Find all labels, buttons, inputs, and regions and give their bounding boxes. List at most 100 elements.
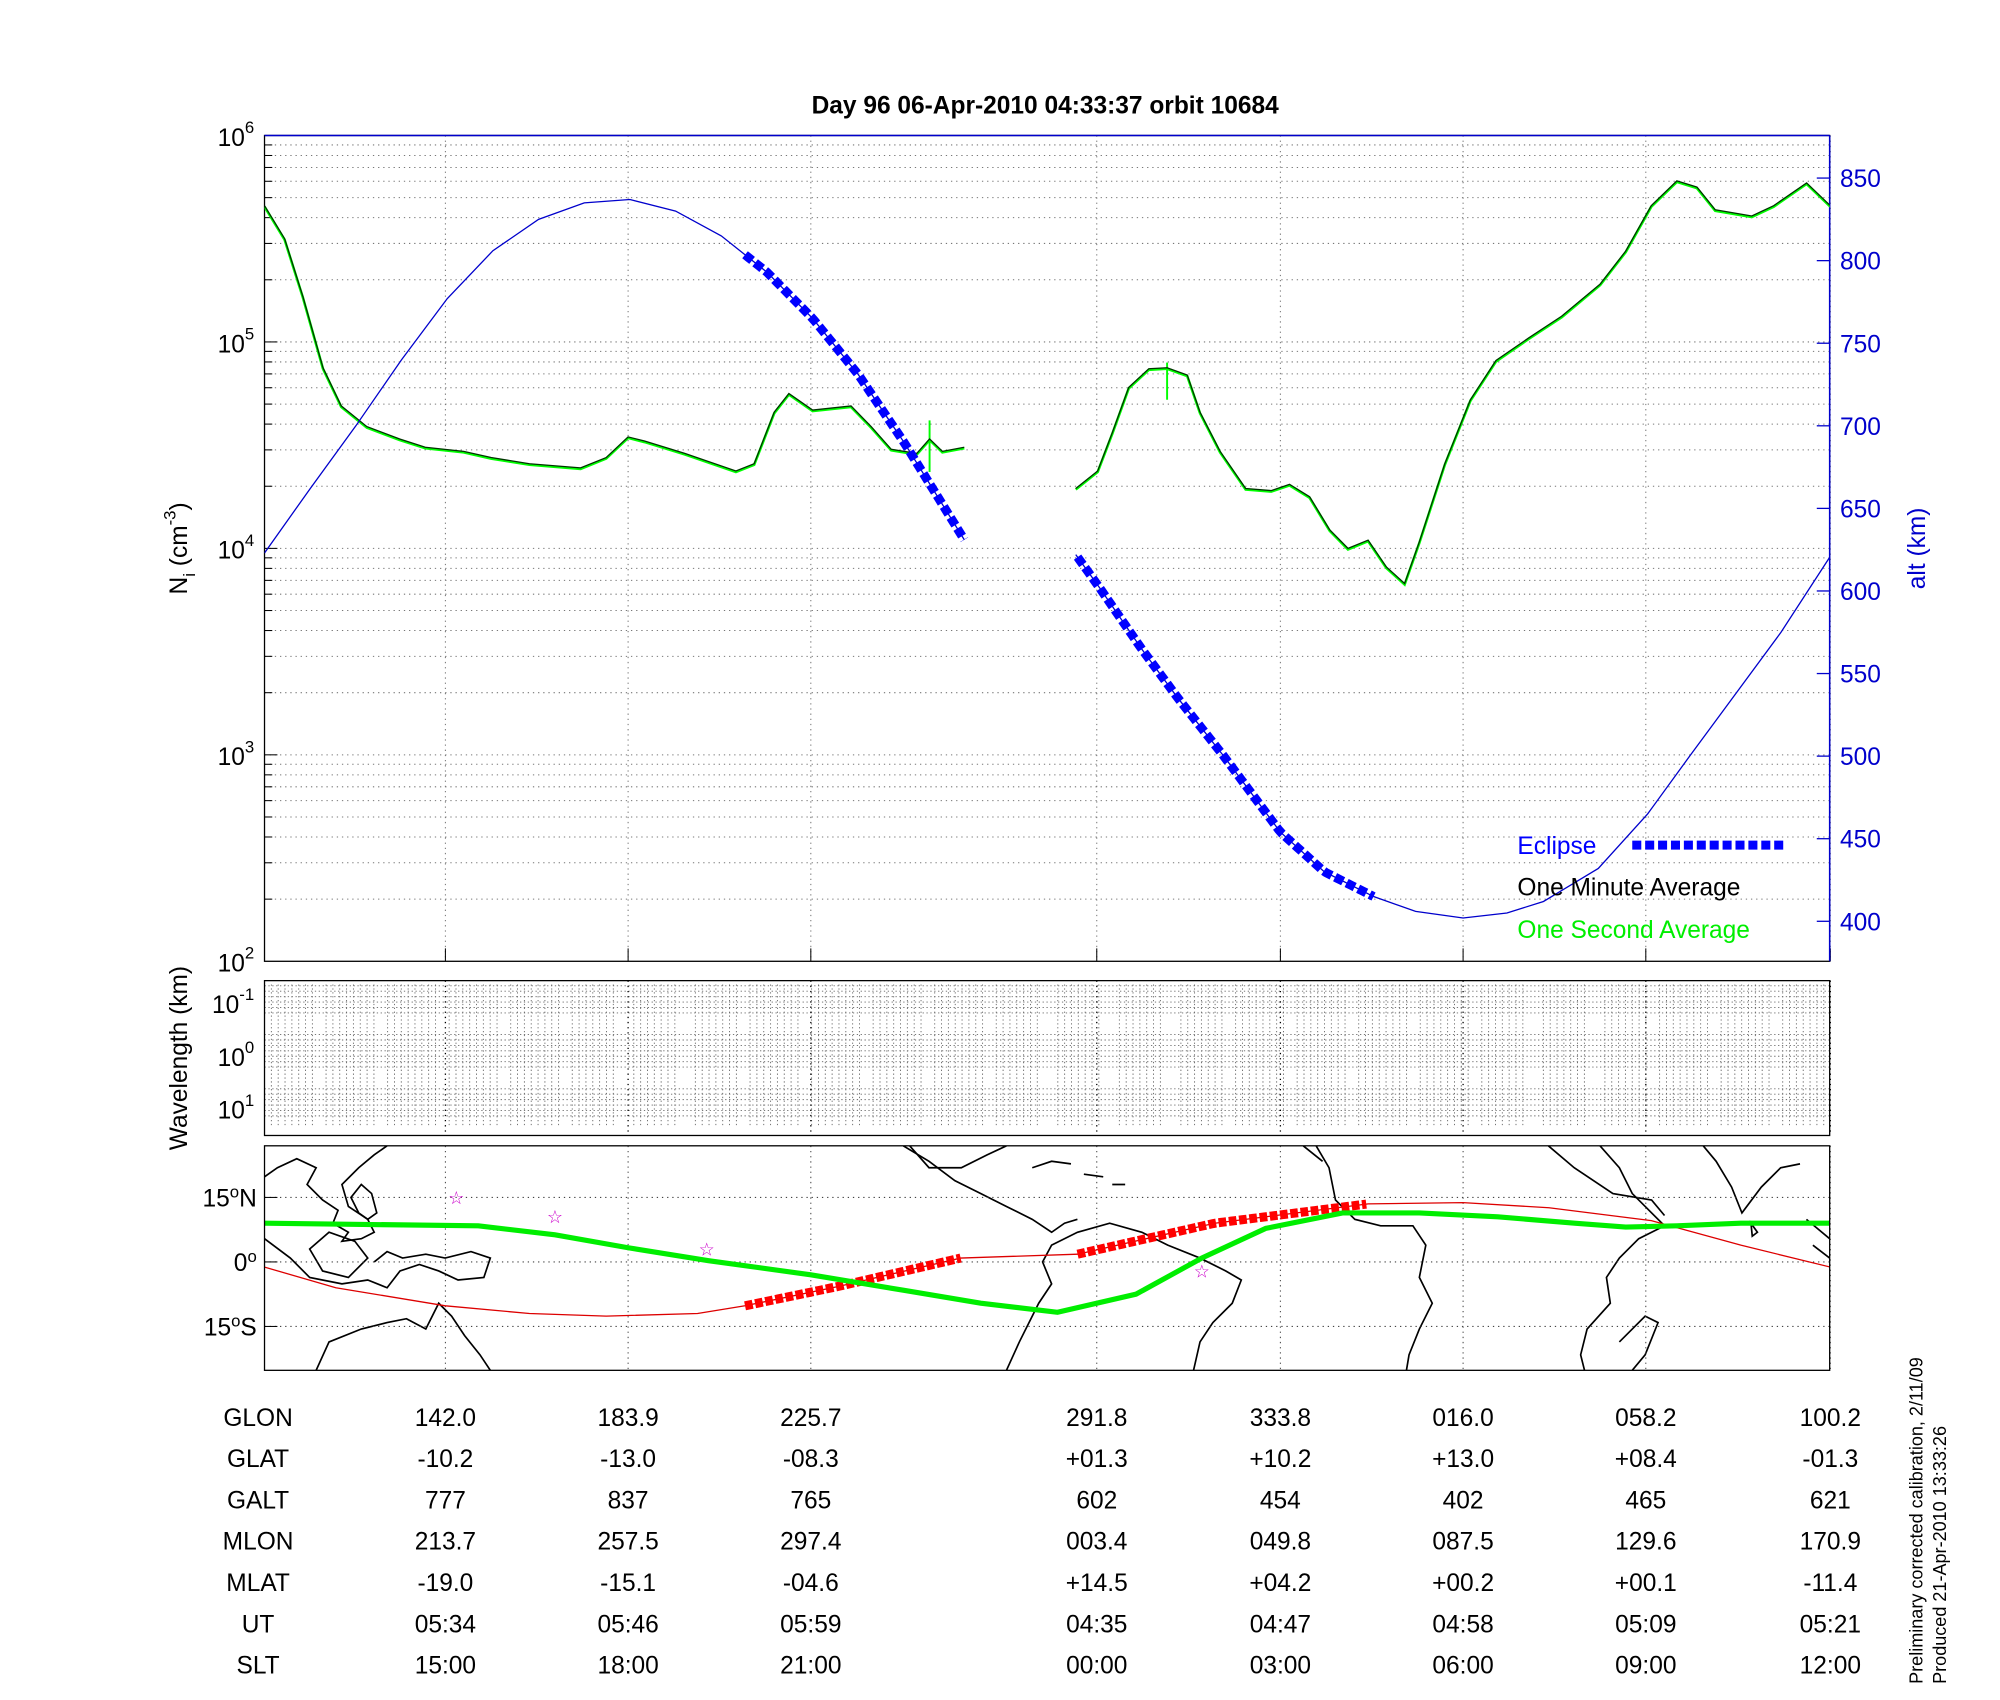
row-label-mlon: MLON [223, 1529, 294, 1556]
table-cell: 049.8 [1250, 1529, 1311, 1556]
table-cell: +00.2 [1432, 1570, 1494, 1597]
wavelength-axis-label: Wavelength (km) [166, 966, 193, 1150]
tick-exponent: -1 [239, 985, 254, 1004]
table-cell: 003.4 [1066, 1529, 1127, 1556]
row-label-glon: GLON [223, 1405, 292, 1432]
lat-tick-label: 15oS [204, 1311, 257, 1341]
altitude-line [264, 198, 965, 554]
table-cell: 454 [1260, 1487, 1301, 1514]
star-marker: ☆ [1194, 1261, 1210, 1281]
table-cell: 213.7 [415, 1529, 476, 1556]
ylabel-unit: (cm [166, 525, 193, 573]
y2-tick-label: 600 [1840, 579, 1881, 606]
magnetic-equator-line [264, 1210, 1830, 1315]
lat-tick-label: 15oN [202, 1182, 256, 1212]
ylabel-close: ) [166, 502, 193, 510]
table-cell: 100.2 [1800, 1405, 1861, 1432]
coastline-australia [315, 1301, 492, 1371]
table-cell: 297.4 [780, 1529, 841, 1556]
row-label-ut: UT [242, 1611, 275, 1638]
coastline-indonesia [264, 1238, 492, 1289]
produced-date: Produced 21-Apr-2010 13:33:26 [1930, 1426, 1950, 1684]
lat-tick-label: 0o [234, 1247, 257, 1277]
table-cell: +08.4 [1615, 1446, 1677, 1473]
coastline-east-africa [1579, 1145, 1666, 1371]
wavelength-tick-label: 100 [218, 1038, 255, 1072]
ylabel-main: N [166, 577, 193, 595]
eclipse-segment [742, 251, 969, 543]
y2-tick-label: 750 [1840, 331, 1881, 358]
map-tracks: ☆ ☆ ☆ ☆ [264, 1188, 1830, 1317]
ylabel-exp: -3 [160, 510, 179, 525]
table-cell: 05:34 [415, 1611, 476, 1638]
y2-tick-label: 450 [1840, 827, 1881, 854]
y2-tick-label: 650 [1840, 496, 1881, 523]
table-cell: 333.8 [1250, 1405, 1311, 1432]
coastlines [264, 1145, 1830, 1371]
tick-exponent: 1 [245, 1091, 254, 1110]
table-cell: 777 [425, 1487, 466, 1514]
table-cell: 142.0 [415, 1405, 476, 1432]
table-cell: 04:35 [1066, 1611, 1127, 1638]
footer: Preliminary corrected calibration, 2/11/… [1907, 1357, 1950, 1684]
table-cell: 12:00 [1800, 1653, 1861, 1680]
table-cell: 291.8 [1066, 1405, 1127, 1432]
y-tick-exponent: 4 [245, 531, 254, 550]
one-minute-average-line [264, 205, 965, 472]
table-cell: 170.9 [1800, 1529, 1861, 1556]
table-cell: -04.6 [783, 1570, 839, 1597]
table-cell: 837 [608, 1487, 649, 1514]
table-cell: 05:09 [1615, 1611, 1676, 1638]
y-tick-exponent: 2 [245, 944, 254, 963]
eclipse-track-segment [1076, 1199, 1367, 1259]
table-cell: 00:00 [1066, 1653, 1127, 1680]
y-tick-label: 105 [218, 324, 255, 358]
coastline-africa [1315, 1145, 1434, 1371]
y-tick-base: 10 [218, 125, 245, 152]
map-grid [264, 1145, 1831, 1371]
chart-title: Day 96 06-Apr-2010 04:33:37 orbit 10684 [812, 93, 1280, 120]
y-tick-exponent: 6 [245, 118, 254, 137]
table-cell: 03:00 [1250, 1653, 1311, 1680]
hemisphere: S [240, 1314, 256, 1341]
coastline-madagascar [1618, 1315, 1660, 1371]
eclipse-segment [1073, 554, 1376, 901]
y2-tick-label: 500 [1840, 744, 1881, 771]
lat-value: 15 [202, 1185, 229, 1212]
y2-tick-label: 850 [1840, 166, 1881, 193]
wavelength-tick-label: 10-1 [212, 985, 254, 1019]
table-cell: 09:00 [1615, 1653, 1676, 1680]
star-marker: ☆ [547, 1207, 563, 1227]
y-tick-base: 10 [218, 744, 245, 771]
y2-tick-label: 400 [1840, 909, 1881, 936]
y-tick-base: 10 [218, 951, 245, 978]
coastline-philippines [349, 1183, 378, 1221]
coastline-arabia [1547, 1145, 1666, 1217]
table-cell: 465 [1625, 1487, 1666, 1514]
table-cell: 257.5 [597, 1529, 658, 1556]
star-marker: ☆ [699, 1239, 715, 1259]
table-cell: -11.4 [1803, 1570, 1857, 1597]
coastline-india [1702, 1145, 1801, 1215]
ground-track-line [264, 1201, 1830, 1317]
table-cell: 04:47 [1250, 1611, 1311, 1638]
table-cell: +13.0 [1432, 1446, 1494, 1473]
table-cell: 016.0 [1432, 1405, 1493, 1432]
wavelength-tick-label: 101 [218, 1091, 255, 1125]
lat-value: 0 [234, 1250, 248, 1277]
table-cell: -10.2 [417, 1446, 473, 1473]
coastline-central-america [902, 1145, 1078, 1234]
coastline-borneo [308, 1231, 369, 1279]
one-second-average-line [264, 206, 965, 474]
y-tick-label: 106 [218, 118, 255, 152]
table-cell: -08.3 [783, 1446, 839, 1473]
degree-symbol: o [231, 1311, 240, 1330]
legend-one-second-label: One Second Average [1517, 917, 1749, 944]
tick-base: 10 [218, 1098, 245, 1125]
legend: Eclipse One Minute Average One Second Aver… [1517, 833, 1784, 944]
calibration-note: Preliminary corrected calibration, 2/11/… [1907, 1357, 1927, 1684]
